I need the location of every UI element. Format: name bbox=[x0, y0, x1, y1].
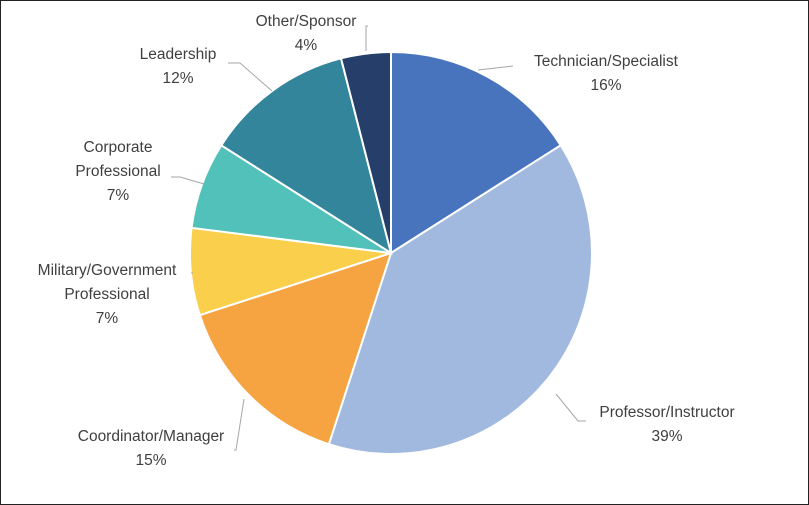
percent-label-corporate-professional: 7% bbox=[107, 187, 130, 204]
category-label-military-government-professional: Professional bbox=[64, 286, 149, 303]
category-label-military-government-professional: Military/Government bbox=[38, 262, 177, 279]
leader-line-leadership bbox=[228, 62, 273, 92]
pie-slice-professor-instructor bbox=[327, 143, 593, 455]
pie-slice-coordinator-manager bbox=[198, 251, 393, 446]
pie-slice-technician-specialist bbox=[390, 50, 563, 255]
category-label-professor-instructor: Professor/Instructor bbox=[599, 404, 734, 421]
leader-line-corporate-professional bbox=[171, 176, 205, 185]
category-label-corporate-professional: Professional bbox=[75, 163, 160, 180]
data-label-coordinator-manager: Coordinator/Manager 15% bbox=[78, 428, 224, 469]
pie-slice-leadership bbox=[219, 57, 393, 256]
category-label-leadership: Leadership bbox=[140, 46, 217, 63]
percent-label-technician-specialist: 16% bbox=[590, 77, 621, 94]
data-label-technician-specialist: Technician/Specialist 16% bbox=[534, 53, 679, 94]
data-label-other-sponsor: Other/Sponsor 4% bbox=[256, 13, 357, 54]
category-label-technician-specialist: Technician/Specialist bbox=[534, 53, 679, 70]
leader-line-technician-specialist bbox=[477, 65, 514, 71]
leader-line-coordinator-manager bbox=[234, 398, 245, 451]
percent-label-other-sponsor: 4% bbox=[295, 37, 318, 54]
category-label-coordinator-manager: Coordinator/Manager bbox=[78, 428, 224, 445]
data-label-professor-instructor: Professor/Instructor 39% bbox=[599, 404, 734, 445]
percent-label-military-government-professional: 7% bbox=[96, 310, 119, 327]
leader-line-other-sponsor bbox=[365, 25, 368, 51]
percent-label-leadership: 12% bbox=[162, 70, 193, 87]
data-label-corporate-professional: Corporate Professional 7% bbox=[75, 139, 160, 204]
leader-lines bbox=[171, 25, 586, 451]
leader-line-professor-instructor bbox=[555, 393, 586, 422]
percent-label-coordinator-manager: 15% bbox=[135, 452, 166, 469]
category-label-corporate-professional: Corporate bbox=[84, 139, 153, 156]
pie-slice-other-sponsor bbox=[339, 50, 392, 254]
category-label-other-sponsor: Other/Sponsor bbox=[256, 13, 357, 30]
pie-slices bbox=[189, 50, 593, 455]
data-labels: Technician/Specialist 16% Professor/Instru… bbox=[38, 13, 735, 469]
data-label-military-government-professional: Military/Government Professional 7% bbox=[38, 262, 177, 327]
percent-label-professor-instructor: 39% bbox=[651, 428, 682, 445]
data-label-leadership: Leadership 12% bbox=[140, 46, 217, 87]
